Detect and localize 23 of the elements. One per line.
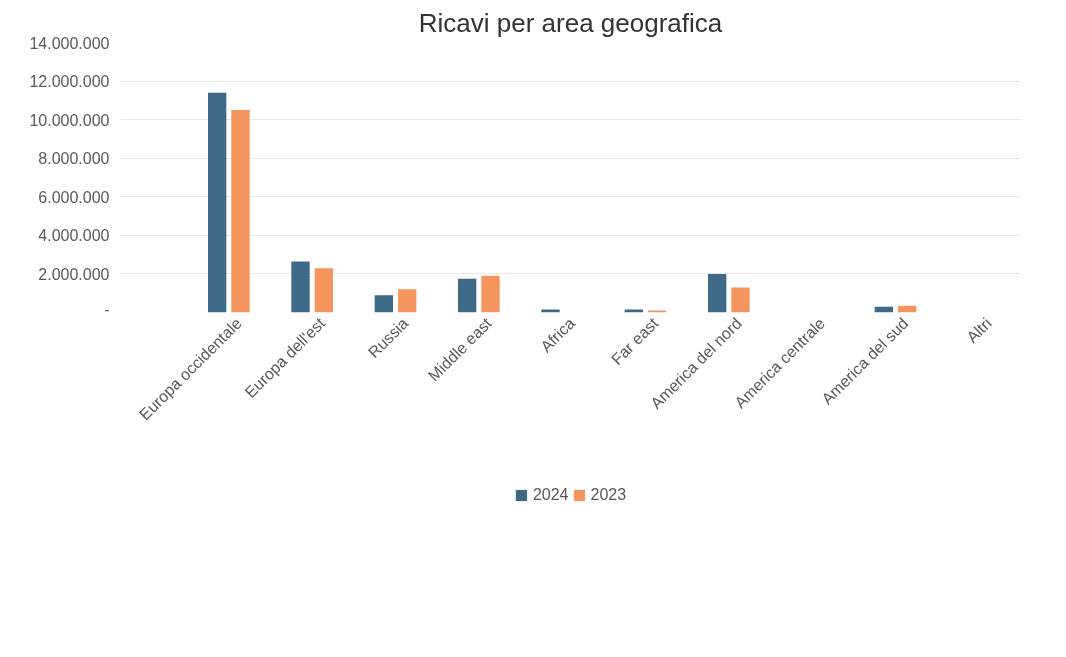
bar	[314, 268, 333, 313]
legend-label: 2024	[532, 486, 569, 504]
y-tick-label: 8.000.000	[38, 150, 110, 168]
x-tick-label: Far east	[607, 314, 662, 369]
y-tick-label: -	[104, 300, 110, 318]
bar	[708, 273, 727, 313]
bar	[731, 287, 750, 313]
chart-title: Ricavi per area geografica	[418, 7, 723, 38]
bar	[398, 289, 417, 313]
y-tick-label: 10.000.000	[29, 111, 110, 129]
bar	[291, 261, 310, 313]
legend-label: 2023	[590, 486, 627, 504]
bar	[481, 275, 500, 313]
y-tick-label: 4.000.000	[38, 227, 110, 245]
y-tick-label: 2.000.000	[38, 265, 110, 283]
bar	[374, 295, 393, 313]
y-tick-label: 12.000.000	[29, 73, 110, 91]
bar	[208, 92, 227, 313]
x-tick-label: Altri	[963, 314, 995, 346]
bar	[231, 110, 250, 313]
bar	[458, 278, 477, 313]
y-tick-label: 14.000.000	[29, 34, 110, 52]
y-tick-label: 6.000.000	[38, 188, 110, 206]
